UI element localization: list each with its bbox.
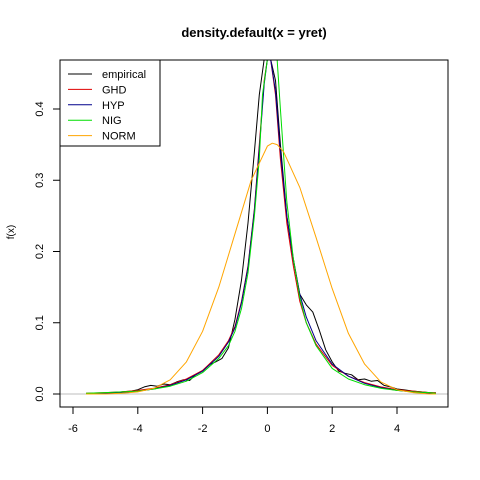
y-tick-label: 0.3 <box>34 173 46 188</box>
y-tick-label: 0.0 <box>34 386 46 401</box>
x-tick-label: -4 <box>133 423 143 435</box>
y-axis: 0.0 0.1 0.2 0.3 0.4 <box>34 101 61 402</box>
y-axis-label: f(x) <box>6 225 17 239</box>
y-tick-label: 0.1 <box>34 315 46 330</box>
legend-label: HYP <box>102 100 125 112</box>
x-tick-label: -6 <box>68 423 78 435</box>
x-tick-label: 4 <box>394 423 400 435</box>
series-line-nig <box>85 60 436 394</box>
x-axis: -6 -4 -2 0 2 4 <box>68 406 400 435</box>
legend-label: GHD <box>102 84 127 96</box>
x-tick-label: -2 <box>198 423 208 435</box>
legend-label: empirical <box>102 69 146 81</box>
legend-label: NIG <box>102 115 122 127</box>
chart-title: density.default(x = yret) <box>181 25 326 40</box>
y-tick-label: 0.4 <box>34 101 46 116</box>
series-line-norm <box>86 142 436 395</box>
series-group <box>85 60 436 395</box>
legend-label: NORM <box>102 131 136 143</box>
x-tick-label: 0 <box>264 423 270 435</box>
legend-box <box>59 59 161 147</box>
y-tick-label: 0.2 <box>34 244 46 259</box>
legend: empirical GHD HYP NIG NORM <box>59 59 161 147</box>
x-tick-label: 2 <box>329 423 335 435</box>
series-line-hyp <box>85 60 436 395</box>
series-line-empirical <box>85 60 436 395</box>
